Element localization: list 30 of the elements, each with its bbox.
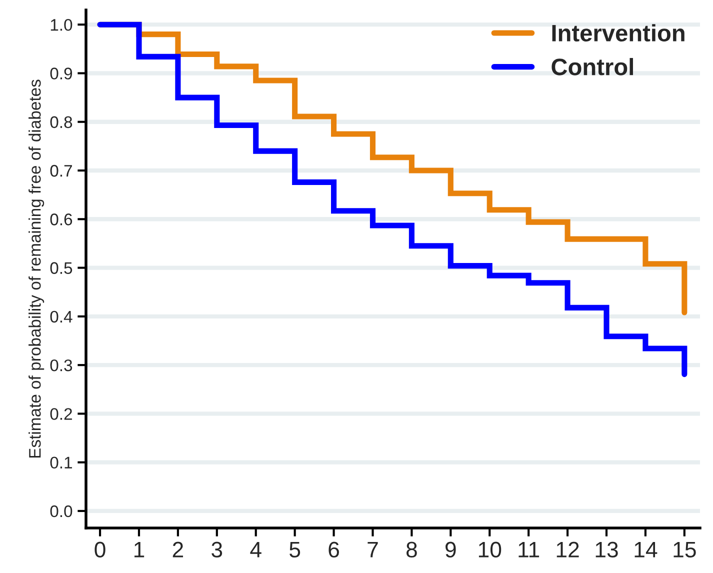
y-tick-label: 0.3 — [50, 359, 72, 372]
x-tick-label: 11 — [518, 542, 540, 558]
y-tick-label: 0.0 — [50, 505, 72, 518]
y-axis-title: Estimate of probability of remaining free of diabetes — [28, 80, 44, 458]
x-tick-label: 0 — [94, 542, 106, 558]
y-tick-label: 0.4 — [50, 310, 72, 323]
y-tick-label: 0.9 — [50, 68, 72, 80]
y-tick-label: 0.2 — [50, 408, 72, 420]
x-tick-label: 2 — [172, 542, 184, 558]
y-tick-label: 1.0 — [50, 18, 72, 31]
y-tick-label: 0.1 — [50, 456, 72, 469]
x-tick-label: 9 — [446, 542, 456, 558]
y-tick-label: 0.5 — [50, 262, 72, 274]
x-tick-label: 7 — [368, 542, 378, 558]
y-tick-label: 0.6 — [50, 214, 72, 226]
x-tick-label: 14 — [634, 542, 658, 558]
legend-label: Intervention — [552, 24, 684, 42]
x-tick-label: 1 — [134, 542, 144, 558]
legend-label: Control — [552, 58, 633, 76]
y-tick-label: 0.7 — [50, 164, 72, 177]
x-tick-label: 13 — [596, 542, 618, 558]
x-tick-label: 12 — [556, 542, 579, 558]
x-tick-label: 8 — [406, 542, 417, 558]
x-tick-label: 10 — [478, 542, 502, 558]
x-tick-label: 5 — [290, 542, 300, 558]
y-tick-label: 0.8 — [50, 116, 72, 128]
x-tick-label: 6 — [328, 542, 339, 558]
x-tick-label: 15 — [674, 542, 696, 558]
x-tick-label: 4 — [250, 542, 262, 558]
x-tick-label: 3 — [212, 542, 222, 558]
